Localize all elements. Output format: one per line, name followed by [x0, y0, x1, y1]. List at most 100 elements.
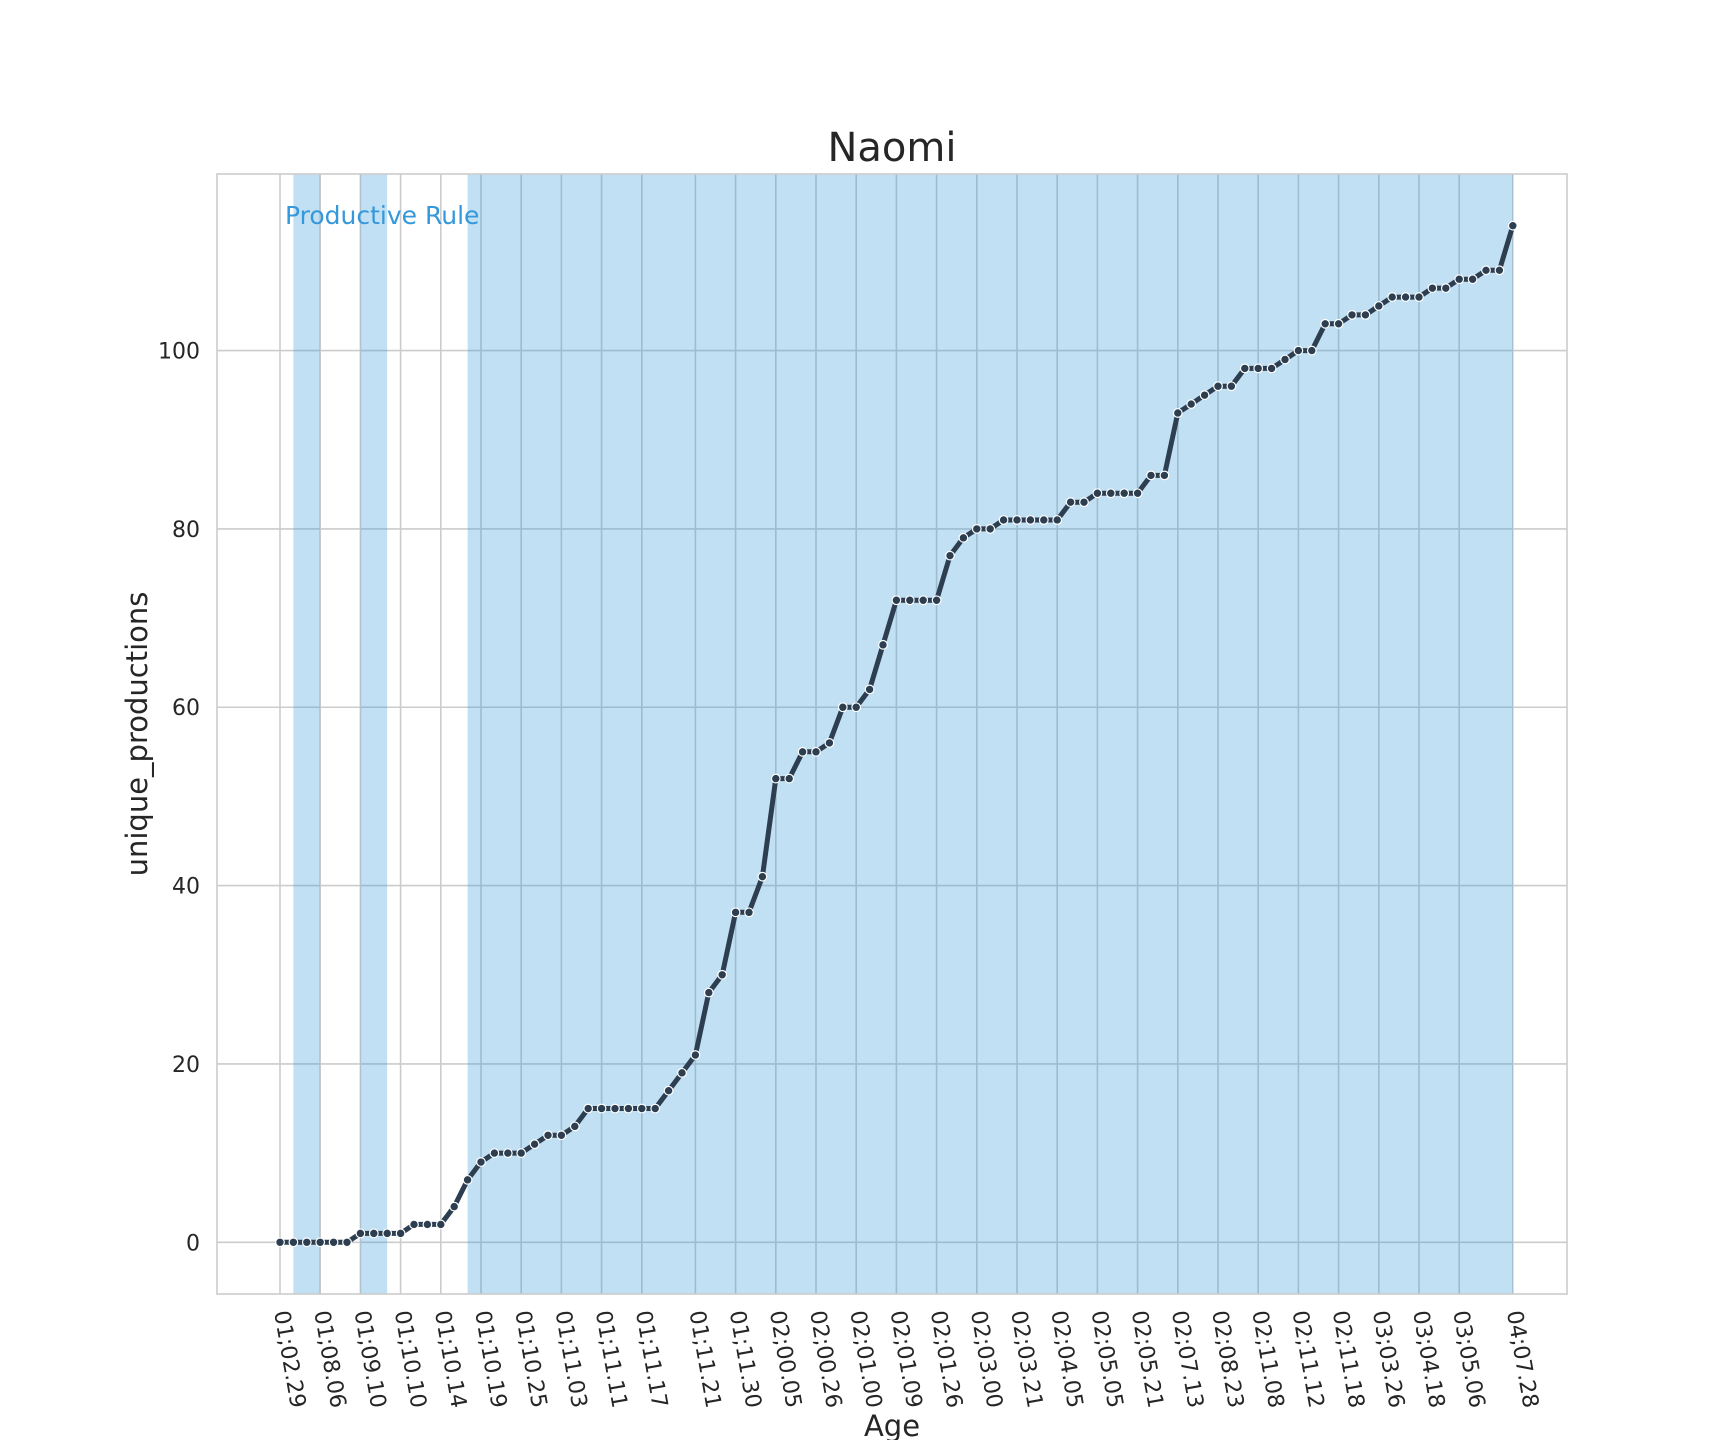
data-point [395, 1228, 406, 1239]
data-point [1427, 283, 1438, 294]
data-point [730, 907, 741, 918]
x-axis-label: Age [864, 1409, 920, 1440]
data-point [717, 969, 728, 980]
data-point [904, 595, 915, 606]
x-ticks: 01;02.2901;08.0601;09.1001;10.1001;10.14… [268, 1309, 1543, 1410]
x-tick-label: 02;05.21 [1126, 1309, 1168, 1410]
x-tick-label: 01;11.11 [590, 1309, 632, 1410]
series [275, 220, 1518, 1248]
chart-title: Naomi [828, 125, 957, 171]
data-point [971, 524, 982, 534]
data-point [663, 1085, 674, 1096]
data-point [690, 1050, 701, 1060]
data-point [1373, 301, 1384, 311]
x-tick-label: 01;11.30 [724, 1309, 766, 1410]
data-point [462, 1174, 473, 1185]
data-point [985, 524, 996, 534]
data-point [1280, 354, 1290, 365]
data-point [328, 1237, 339, 1248]
data-point [1092, 488, 1103, 499]
data-point [435, 1219, 446, 1230]
x-tick-label: 02;00.26 [804, 1309, 846, 1410]
data-point [1119, 488, 1130, 499]
data-point [1266, 363, 1277, 374]
y-tick-label: 60 [172, 696, 200, 721]
data-point [757, 871, 768, 882]
data-point [1038, 515, 1049, 525]
x-tick-label: 02;08.23 [1206, 1309, 1248, 1410]
data-point [1239, 363, 1250, 374]
x-tick-label: 01;11.21 [684, 1309, 726, 1410]
data-point [489, 1148, 500, 1159]
data-point [610, 1103, 620, 1114]
data-point [744, 907, 754, 918]
data-point [770, 773, 781, 784]
y-tick-label: 40 [172, 875, 200, 900]
data-point [797, 746, 808, 757]
x-tick-label: 01;10.25 [509, 1309, 551, 1410]
data-point [1012, 515, 1022, 525]
data-point [315, 1237, 326, 1248]
x-tick-label: 02;01.26 [925, 1309, 967, 1410]
x-tick-label: 02;01.09 [885, 1309, 927, 1410]
data-point [288, 1237, 299, 1248]
data-point [382, 1228, 393, 1239]
data-point [891, 595, 902, 606]
data-point [1414, 292, 1424, 302]
data-point [824, 738, 835, 748]
x-tick-label: 04;07.28 [1501, 1309, 1543, 1410]
data-point [1105, 488, 1116, 499]
productive-rule-region [360, 174, 388, 1294]
data-point [851, 702, 862, 713]
y-tick-label: 20 [172, 1053, 200, 1078]
x-tick-label: 01;11.17 [630, 1309, 672, 1410]
data-point [355, 1228, 366, 1239]
data-point [1387, 292, 1398, 302]
x-tick-label: 02;01.00 [844, 1309, 886, 1410]
data-point [677, 1067, 687, 1078]
x-tick-label: 01;10.14 [429, 1309, 471, 1410]
data-point [409, 1219, 419, 1230]
x-tick-label: 01;10.10 [389, 1309, 431, 1410]
data-point [1186, 399, 1197, 409]
data-point [1159, 470, 1170, 481]
data-point [1065, 497, 1076, 508]
data-point [543, 1130, 553, 1141]
data-point [837, 702, 848, 713]
grid [217, 174, 1567, 1294]
x-tick-label: 03;03.26 [1367, 1309, 1409, 1410]
x-tick-label: 03;05.06 [1447, 1309, 1489, 1410]
y-tick-label: 0 [186, 1231, 200, 1256]
x-tick-label: 03;04.18 [1407, 1309, 1449, 1410]
x-tick-label: 02;03.21 [1005, 1309, 1047, 1410]
data-point [1079, 497, 1089, 508]
data-point [1172, 408, 1183, 418]
data-point [864, 684, 875, 695]
data-point [811, 746, 821, 757]
data-point [583, 1103, 594, 1114]
x-tick-label: 01;02.29 [268, 1309, 310, 1410]
x-tick-label: 01;11.03 [550, 1309, 592, 1410]
data-point [650, 1103, 661, 1114]
y-ticks: 0 20 40 60 80 100 [158, 340, 200, 1257]
data-point [516, 1148, 527, 1159]
data-point [1253, 363, 1264, 374]
plot-background [217, 174, 1567, 1294]
data-point [1025, 515, 1036, 525]
x-tick-label: 02;05.05 [1086, 1309, 1128, 1410]
data-point [1213, 381, 1223, 392]
data-point [878, 639, 888, 650]
data-point [931, 595, 942, 606]
y-tick-label: 80 [172, 518, 200, 543]
data-point [1293, 345, 1304, 356]
x-tick-label: 01;09.10 [349, 1309, 391, 1410]
data-point [1333, 318, 1344, 329]
x-tick-label: 02;07.13 [1166, 1309, 1208, 1410]
y-tick-label: 100 [158, 340, 200, 365]
data-point [1440, 283, 1451, 294]
x-tick-label: 02;00.05 [764, 1309, 806, 1410]
data-point [703, 987, 714, 998]
data-point [1400, 292, 1411, 302]
x-tick-label: 02;11.12 [1287, 1309, 1329, 1410]
